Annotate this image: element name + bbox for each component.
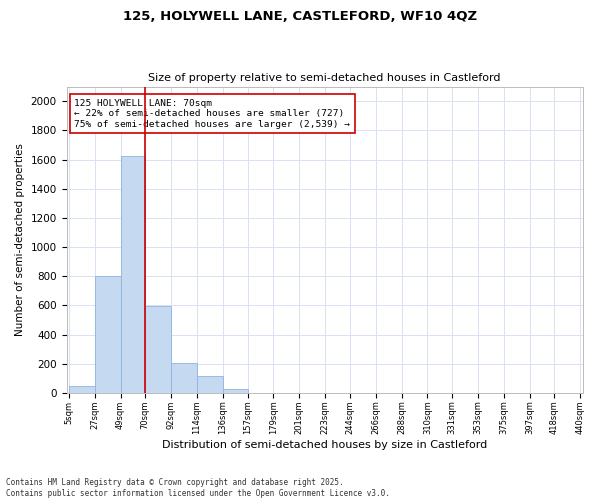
Text: Contains HM Land Registry data © Crown copyright and database right 2025.
Contai: Contains HM Land Registry data © Crown c… [6, 478, 390, 498]
Bar [95, 276, 121, 393]
Text: 125 HOLYWELL LANE: 70sqm
← 22% of semi-detached houses are smaller (727)
75% of : 125 HOLYWELL LANE: 70sqm ← 22% of semi-d… [74, 99, 350, 128]
X-axis label: Distribution of semi-detached houses by size in Castleford: Distribution of semi-detached houses by … [162, 440, 487, 450]
Bar [223, 390, 248, 393]
Bar [69, 386, 95, 393]
Y-axis label: Number of semi-detached properties: Number of semi-detached properties [15, 144, 25, 336]
Bar [121, 156, 145, 393]
Title: Size of property relative to semi-detached houses in Castleford: Size of property relative to semi-detach… [148, 73, 501, 83]
Bar [171, 363, 197, 393]
Bar [197, 376, 223, 393]
Text: 125, HOLYWELL LANE, CASTLEFORD, WF10 4QZ: 125, HOLYWELL LANE, CASTLEFORD, WF10 4QZ [123, 10, 477, 23]
Bar [145, 306, 171, 393]
